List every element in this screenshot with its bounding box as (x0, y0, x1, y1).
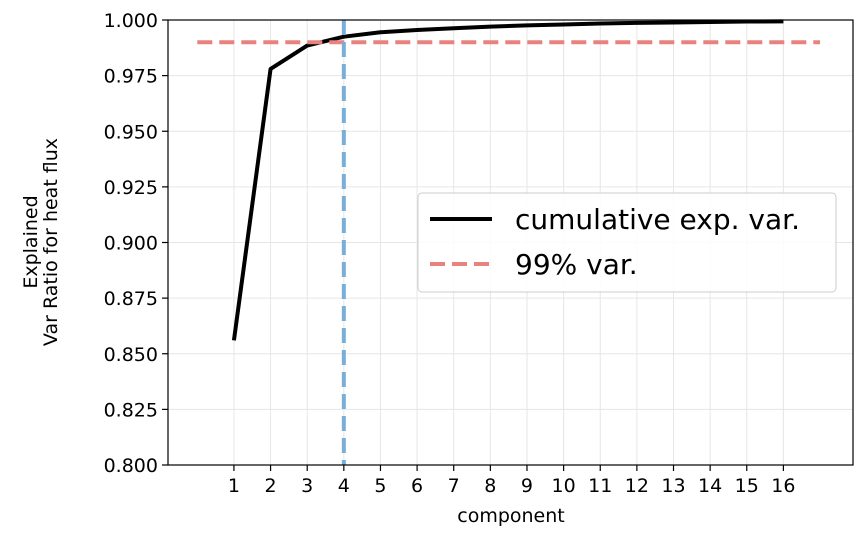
x-tick-label: 1 (228, 475, 240, 497)
y-tick-label: 0.900 (104, 233, 158, 255)
y-tick-label: 0.850 (104, 344, 158, 366)
x-tick-label: 4 (338, 475, 350, 497)
x-tick-label: 11 (588, 475, 612, 497)
series-layer (197, 19, 821, 465)
legend-label-cumulative: cumulative exp. var. (515, 203, 800, 236)
x-tick-label: 14 (698, 475, 722, 497)
x-tick-label: 9 (521, 475, 533, 497)
x-tick-label: 15 (735, 475, 759, 497)
x-axis-label: component (457, 505, 565, 527)
y-tick-label: 0.975 (104, 66, 158, 88)
y-axis-label-line-1: Explained (20, 195, 42, 288)
x-tick-label: 2 (265, 475, 277, 497)
x-tick-label: 10 (552, 475, 576, 497)
x-tick-label: 5 (374, 475, 386, 497)
y-tick-label: 0.875 (104, 288, 158, 310)
legend-box (417, 192, 837, 293)
tick-layer: 1 2 3 4 5 6 7 8 9 10 11 12 13 14 15 160.8000.8250.8500.… (104, 10, 796, 497)
y-tick-label: 0.825 (104, 399, 158, 421)
y-tick-label: 0.800 (104, 455, 158, 477)
x-tick-label: 3 (301, 475, 313, 497)
cumulative-variance-line (231, 19, 784, 341)
y-tick-label: 1.000 (104, 10, 158, 32)
x-tick-label: 7 (448, 475, 460, 497)
x-tick-label: 12 (625, 475, 649, 497)
legend-label-99-percent: 99% var. (515, 248, 638, 281)
x-tick-label: 6 (411, 475, 423, 497)
legend: cumulative exp. var. 99% var. (417, 192, 837, 293)
y-tick-label: 0.925 (104, 177, 158, 199)
x-tick-label: 8 (484, 475, 496, 497)
x-tick-label: 16 (771, 475, 795, 497)
x-tick-label: 13 (661, 475, 685, 497)
y-axis-label-line-2: Var Ratio for heat flux (40, 138, 62, 346)
y-tick-label: 0.950 (104, 121, 158, 143)
